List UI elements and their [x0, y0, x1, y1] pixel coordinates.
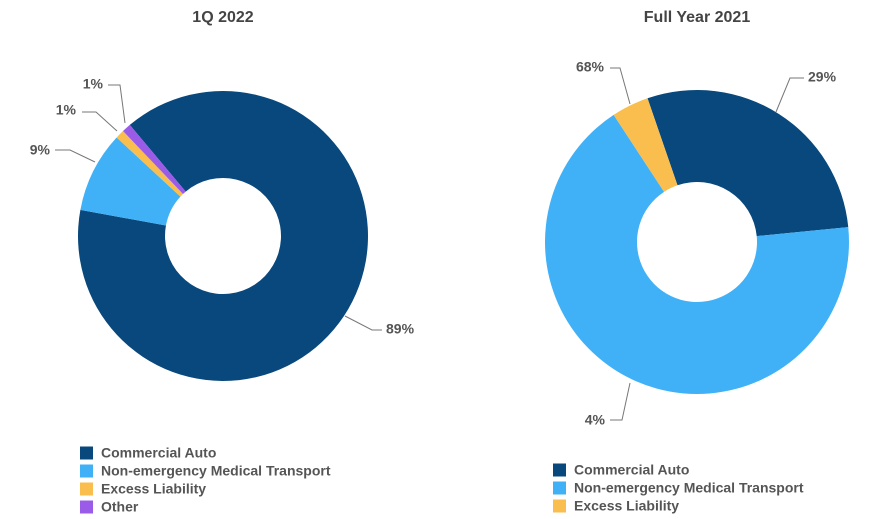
donut-slice	[77, 90, 368, 381]
data-label: 9%	[30, 142, 51, 158]
donut-slice	[545, 114, 849, 394]
data-label: 1%	[56, 102, 77, 118]
donut-slice	[116, 130, 184, 197]
legend-label: Excess Liability	[101, 481, 206, 497]
legend-swatch	[553, 481, 566, 495]
data-label: 68%	[576, 59, 605, 75]
chart-title: 1Q 2022	[192, 9, 253, 26]
donut-slice	[80, 137, 181, 226]
legend-label: Non-emergency Medical Transport	[101, 463, 331, 479]
donut-slice	[613, 98, 678, 192]
legend-swatch	[80, 446, 93, 460]
leader-line	[775, 77, 804, 113]
legend-label: Commercial Auto	[101, 445, 216, 461]
leader-line	[108, 84, 126, 124]
donut-slice	[123, 124, 186, 194]
legend-label: Commercial Auto	[574, 462, 689, 478]
leader-line	[610, 382, 631, 421]
leader-line	[610, 67, 631, 105]
legend-swatch	[553, 499, 566, 513]
data-label: 4%	[585, 412, 606, 428]
data-label: 89%	[386, 321, 415, 337]
legend-label: Excess Liability	[574, 498, 679, 514]
donut-slice	[647, 89, 849, 237]
data-label: 1%	[83, 76, 104, 92]
data-label: 29%	[808, 69, 837, 85]
chart-title: Full Year 2021	[644, 9, 751, 26]
legend-swatch	[80, 500, 93, 514]
legend-swatch	[80, 464, 93, 478]
legend-swatch	[80, 482, 93, 496]
leader-line	[344, 315, 382, 331]
legend-label: Non-emergency Medical Transport	[574, 480, 804, 496]
leader-line	[82, 111, 118, 132]
leader-line	[55, 149, 96, 163]
legend-label: Other	[101, 499, 139, 515]
legend-swatch	[553, 463, 566, 477]
